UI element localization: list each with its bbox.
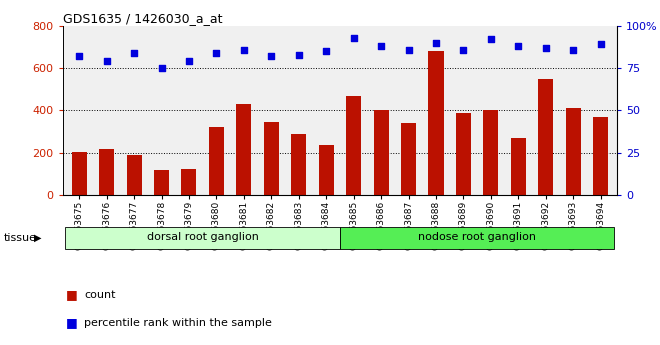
Point bbox=[568, 47, 578, 52]
Bar bbox=[566, 108, 581, 195]
Text: percentile rank within the sample: percentile rank within the sample bbox=[84, 318, 273, 327]
Bar bbox=[483, 110, 498, 195]
Bar bbox=[538, 79, 553, 195]
Point bbox=[294, 52, 304, 57]
Bar bbox=[65, 227, 340, 249]
Bar bbox=[340, 227, 614, 249]
Point bbox=[238, 47, 249, 52]
Text: tissue: tissue bbox=[3, 233, 36, 243]
Point bbox=[403, 47, 414, 52]
Bar bbox=[428, 51, 444, 195]
Text: count: count bbox=[84, 290, 116, 300]
Point bbox=[156, 66, 167, 71]
Text: dorsal root ganglion: dorsal root ganglion bbox=[147, 232, 259, 242]
Bar bbox=[374, 110, 389, 195]
Point bbox=[129, 50, 139, 56]
Point bbox=[431, 40, 442, 46]
Bar bbox=[264, 122, 279, 195]
Point bbox=[513, 43, 523, 49]
Point bbox=[74, 53, 84, 59]
Bar bbox=[99, 149, 114, 195]
Point bbox=[486, 37, 496, 42]
Point bbox=[458, 47, 469, 52]
Point bbox=[595, 42, 606, 47]
Text: ■: ■ bbox=[66, 288, 78, 302]
Bar bbox=[182, 168, 197, 195]
Point bbox=[321, 49, 331, 54]
Bar bbox=[319, 145, 334, 195]
Bar bbox=[456, 112, 471, 195]
Point bbox=[211, 50, 222, 56]
Point bbox=[266, 53, 277, 59]
Bar bbox=[236, 104, 251, 195]
Bar bbox=[154, 169, 169, 195]
Bar bbox=[593, 117, 608, 195]
Point bbox=[376, 43, 386, 49]
Bar bbox=[291, 134, 306, 195]
Point bbox=[102, 59, 112, 64]
Text: ▶: ▶ bbox=[34, 233, 42, 243]
Text: ■: ■ bbox=[66, 316, 78, 329]
Point bbox=[183, 59, 194, 64]
Point bbox=[541, 45, 551, 51]
Point bbox=[348, 35, 359, 40]
Bar bbox=[346, 96, 361, 195]
Bar bbox=[209, 127, 224, 195]
Bar bbox=[127, 155, 142, 195]
Bar bbox=[511, 138, 526, 195]
Bar bbox=[72, 151, 86, 195]
Bar bbox=[401, 123, 416, 195]
Text: GDS1635 / 1426030_a_at: GDS1635 / 1426030_a_at bbox=[63, 12, 222, 25]
Text: nodose root ganglion: nodose root ganglion bbox=[418, 232, 536, 242]
